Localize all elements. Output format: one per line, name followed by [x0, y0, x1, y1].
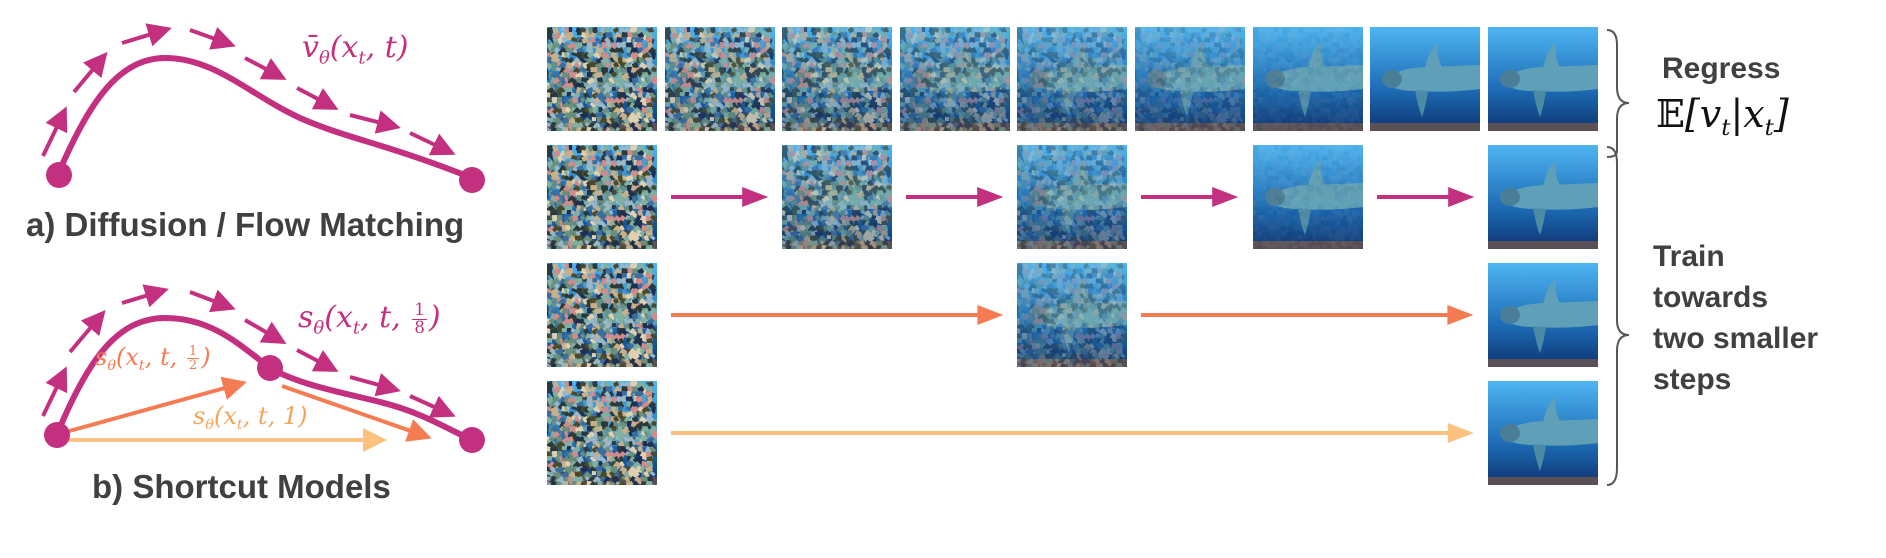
shark-image	[1370, 27, 1481, 131]
sample-image	[1487, 27, 1598, 131]
train-line: two smaller	[1653, 322, 1819, 355]
shark-image	[547, 27, 657, 131]
braces	[1606, 29, 1630, 486]
sample-image	[547, 145, 657, 249]
sample-image	[899, 27, 1010, 131]
sample-image	[1017, 263, 1128, 367]
panel-b-title: b) Shortcut Models	[92, 468, 391, 505]
shark-image	[1135, 27, 1245, 131]
sample-image	[1487, 263, 1598, 367]
shark-image	[1017, 27, 1128, 131]
shark-image	[1017, 145, 1128, 249]
shark-image	[547, 381, 657, 485]
mid-point-b	[257, 355, 283, 381]
sample-image	[664, 27, 775, 131]
shark-image	[1252, 145, 1363, 249]
velocity-arrows-b	[41, 284, 456, 418]
sample-image	[782, 145, 893, 249]
train-line: Train	[1653, 240, 1725, 273]
half-step-arrow	[1141, 305, 1474, 325]
sample-image	[1135, 27, 1245, 131]
expectation-formula: 𝔼[vt|xt]	[1656, 92, 1789, 141]
half-step-arrow	[671, 305, 1004, 325]
shark-image	[899, 27, 1010, 131]
half-step-arrow-2	[281, 384, 432, 442]
sample-image	[547, 27, 657, 131]
sample-image	[1017, 27, 1128, 131]
start-point-a	[46, 162, 72, 188]
sample-image	[1487, 381, 1598, 485]
train-line: steps	[1653, 363, 1732, 396]
shark-image	[1487, 263, 1598, 367]
velocity-label: v̄θ(xt, t)	[302, 30, 409, 69]
sample-image	[547, 381, 657, 485]
flow-trajectory-a	[56, 54, 474, 181]
shark-image	[664, 27, 775, 131]
sample-image	[1252, 27, 1363, 131]
trajectory-diagrams	[41, 23, 485, 453]
end-point-a	[459, 167, 485, 193]
velocity-arrows-a	[41, 23, 456, 157]
shortcut-eighth-label: sθ(xt, t, 1 8)	[298, 300, 441, 339]
flow-step-arrow	[671, 187, 769, 207]
shark-image	[1487, 381, 1598, 485]
panel-a-title: a) Diffusion / Flow Matching	[26, 206, 465, 243]
regress-label: Regress	[1662, 52, 1781, 85]
shark-image	[1487, 145, 1598, 249]
flow-step-arrow	[1141, 187, 1239, 207]
shark-image	[1487, 27, 1598, 131]
shortcut-one-label: sθ(xt, t, 1)	[193, 402, 308, 434]
shark-image	[1017, 263, 1128, 367]
flow-step-arrow	[1376, 187, 1474, 207]
shark-image	[782, 27, 893, 131]
train-line: towards	[1653, 281, 1769, 314]
sample-image	[547, 263, 657, 367]
flow-step-arrow	[906, 187, 1004, 207]
sample-image	[1017, 145, 1128, 249]
start-point-b	[44, 422, 70, 448]
sample-image	[1487, 145, 1598, 249]
regress-brace	[1606, 29, 1630, 158]
train-brace	[1606, 146, 1630, 486]
sample-image	[1370, 27, 1481, 131]
shark-image	[547, 263, 657, 367]
half-step-arrow-1	[61, 376, 247, 435]
end-point-b	[459, 427, 485, 453]
shark-image	[547, 145, 657, 249]
shark-image	[1252, 27, 1363, 131]
full-step-arrow	[671, 423, 1474, 443]
sample-image	[1252, 145, 1363, 249]
shortcut-half-label: sθ(xt, t, 1 2)	[95, 343, 211, 375]
sample-image	[782, 27, 893, 131]
train-label: Train towards two smaller steps	[1653, 236, 1818, 400]
shark-image	[782, 145, 893, 249]
